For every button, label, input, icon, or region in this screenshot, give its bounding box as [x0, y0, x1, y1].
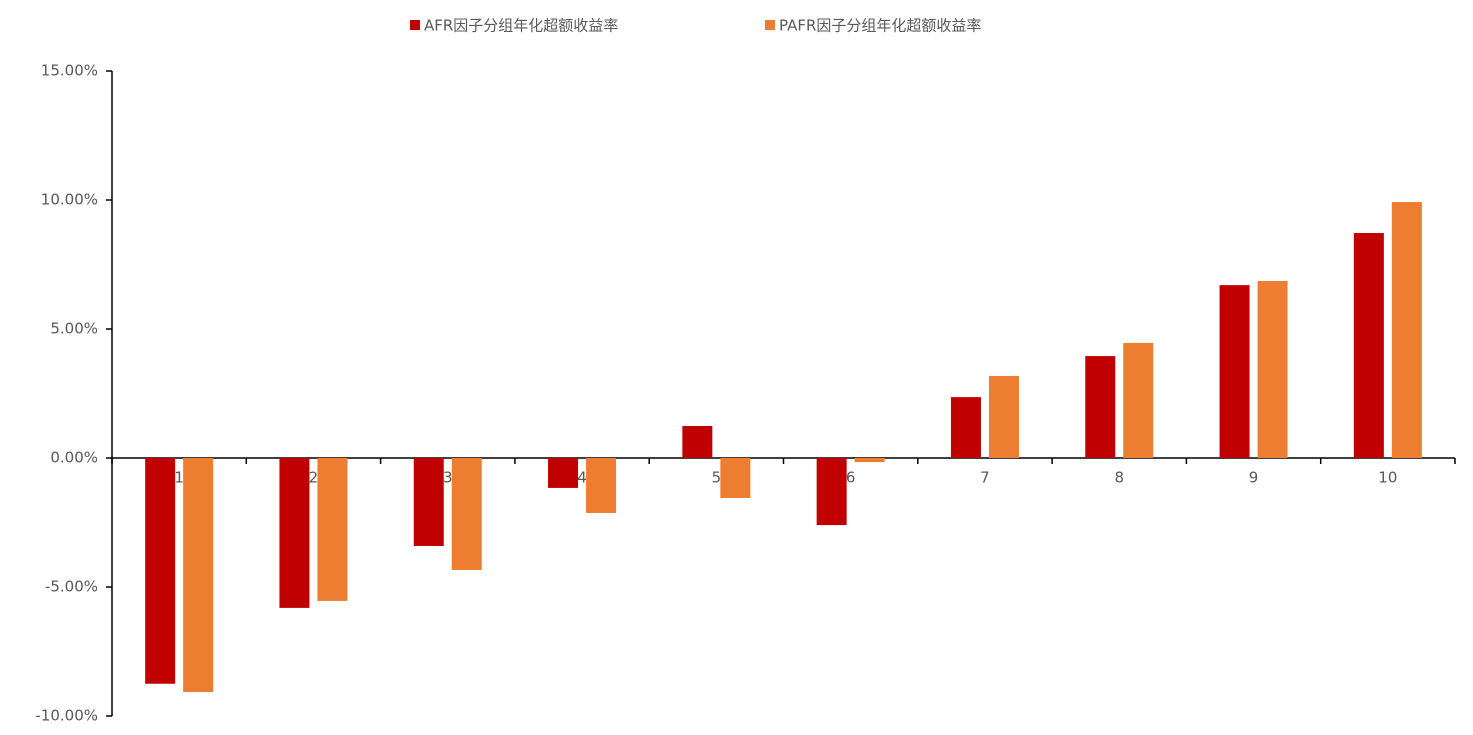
- x-tick-label: 1: [174, 469, 184, 487]
- x-tick-label: 2: [309, 469, 319, 487]
- bar: [1353, 233, 1384, 458]
- bar: [682, 426, 713, 458]
- legend-label: PAFR因子分组年化超额收益率: [779, 17, 981, 35]
- bar: [1123, 342, 1154, 458]
- x-tick-label: 9: [1249, 469, 1259, 487]
- bar: [279, 458, 310, 608]
- bar: [413, 458, 444, 546]
- y-tick-label: 15.00%: [41, 62, 98, 80]
- bar: [854, 458, 885, 463]
- bar: [317, 458, 348, 601]
- legend-label: AFR因子分组年化超额收益率: [424, 17, 618, 35]
- y-tick-label: 5.00%: [50, 320, 98, 338]
- bar: [720, 458, 751, 498]
- bar: [586, 458, 617, 513]
- bar: [1391, 202, 1422, 458]
- y-tick-label: 0.00%: [50, 449, 98, 467]
- y-tick-label: -10.00%: [35, 707, 98, 725]
- x-tick-label: 6: [846, 469, 856, 487]
- x-tick-label: 10: [1378, 469, 1397, 487]
- legend-swatch: [765, 20, 775, 30]
- bar: [145, 458, 176, 684]
- x-tick-label: 8: [1114, 469, 1124, 487]
- bar: [988, 375, 1019, 458]
- bar: [1219, 285, 1250, 458]
- x-tick-label: 7: [980, 469, 990, 487]
- bar: [1085, 356, 1116, 458]
- bar: [548, 458, 579, 488]
- bar: [950, 397, 981, 458]
- y-tick-label: -5.00%: [45, 578, 98, 596]
- y-tick-label: 10.00%: [41, 191, 98, 209]
- x-tick-label: 3: [443, 469, 453, 487]
- bar: [816, 458, 847, 526]
- bar: [183, 458, 214, 693]
- bar: [1257, 281, 1288, 458]
- bar: [451, 458, 482, 570]
- x-tick-label: 5: [712, 469, 722, 487]
- legend-swatch: [410, 20, 420, 30]
- x-tick-label: 4: [577, 469, 587, 487]
